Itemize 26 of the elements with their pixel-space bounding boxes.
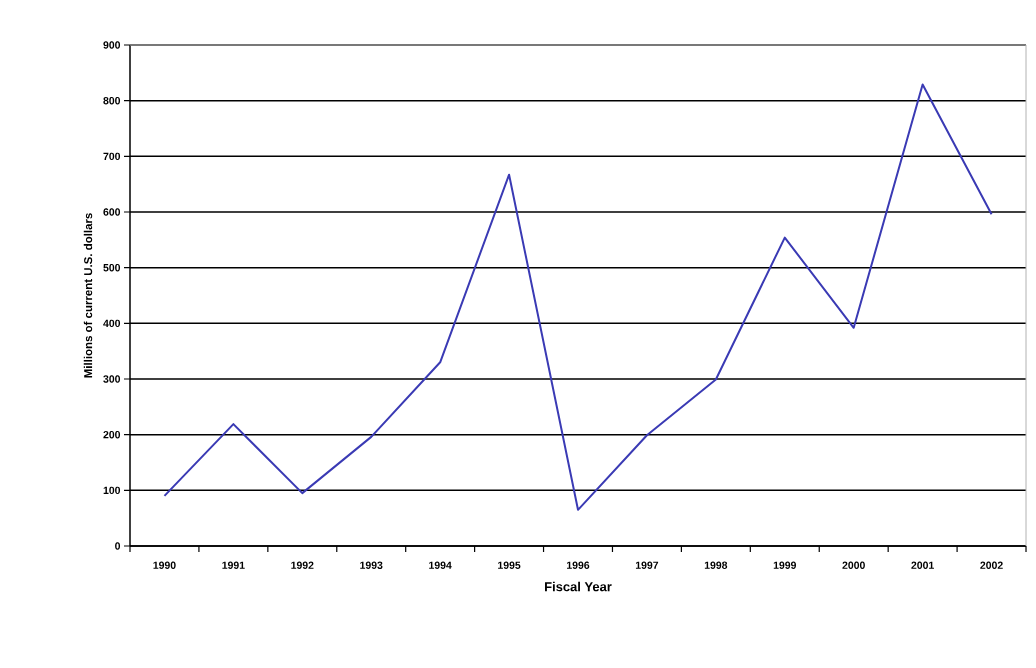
x-tick-label: 1990 <box>153 561 176 569</box>
x-tick-label: 1991 <box>222 561 245 569</box>
y-tick-label: 400 <box>103 319 121 328</box>
x-tick-label: 2001 <box>911 561 934 569</box>
y-tick-label: 500 <box>103 263 121 272</box>
y-tick-label: 800 <box>103 96 121 105</box>
line-series <box>163 83 993 511</box>
y-tick-label: 900 <box>103 41 121 49</box>
x-tick-label: 1993 <box>360 561 383 569</box>
x-axis-title: Fiscal Year <box>545 581 612 592</box>
y-tick-label: 700 <box>103 152 121 161</box>
x-tick-label: 1997 <box>635 561 659 569</box>
x-tick-label: 1998 <box>704 561 728 569</box>
x-tick-label: 1994 <box>429 561 452 569</box>
x-tick-label: 1992 <box>291 561 314 569</box>
y-tick-label: 600 <box>103 208 121 216</box>
y-tick-label: 200 <box>103 430 121 439</box>
x-tick-label: 1995 <box>498 561 521 569</box>
y-axis-title: Millions of current U.S. dollars <box>83 213 93 378</box>
y-tick-label: 0 <box>115 542 121 550</box>
x-tick-label: 2000 <box>842 561 865 569</box>
y-tick-label: 300 <box>103 375 121 383</box>
x-tick-label: 1999 <box>773 561 797 569</box>
x-tick-label: 2002 <box>980 561 1003 569</box>
x-tick-label: 1996 <box>567 561 590 569</box>
y-tick-label: 100 <box>103 486 121 495</box>
